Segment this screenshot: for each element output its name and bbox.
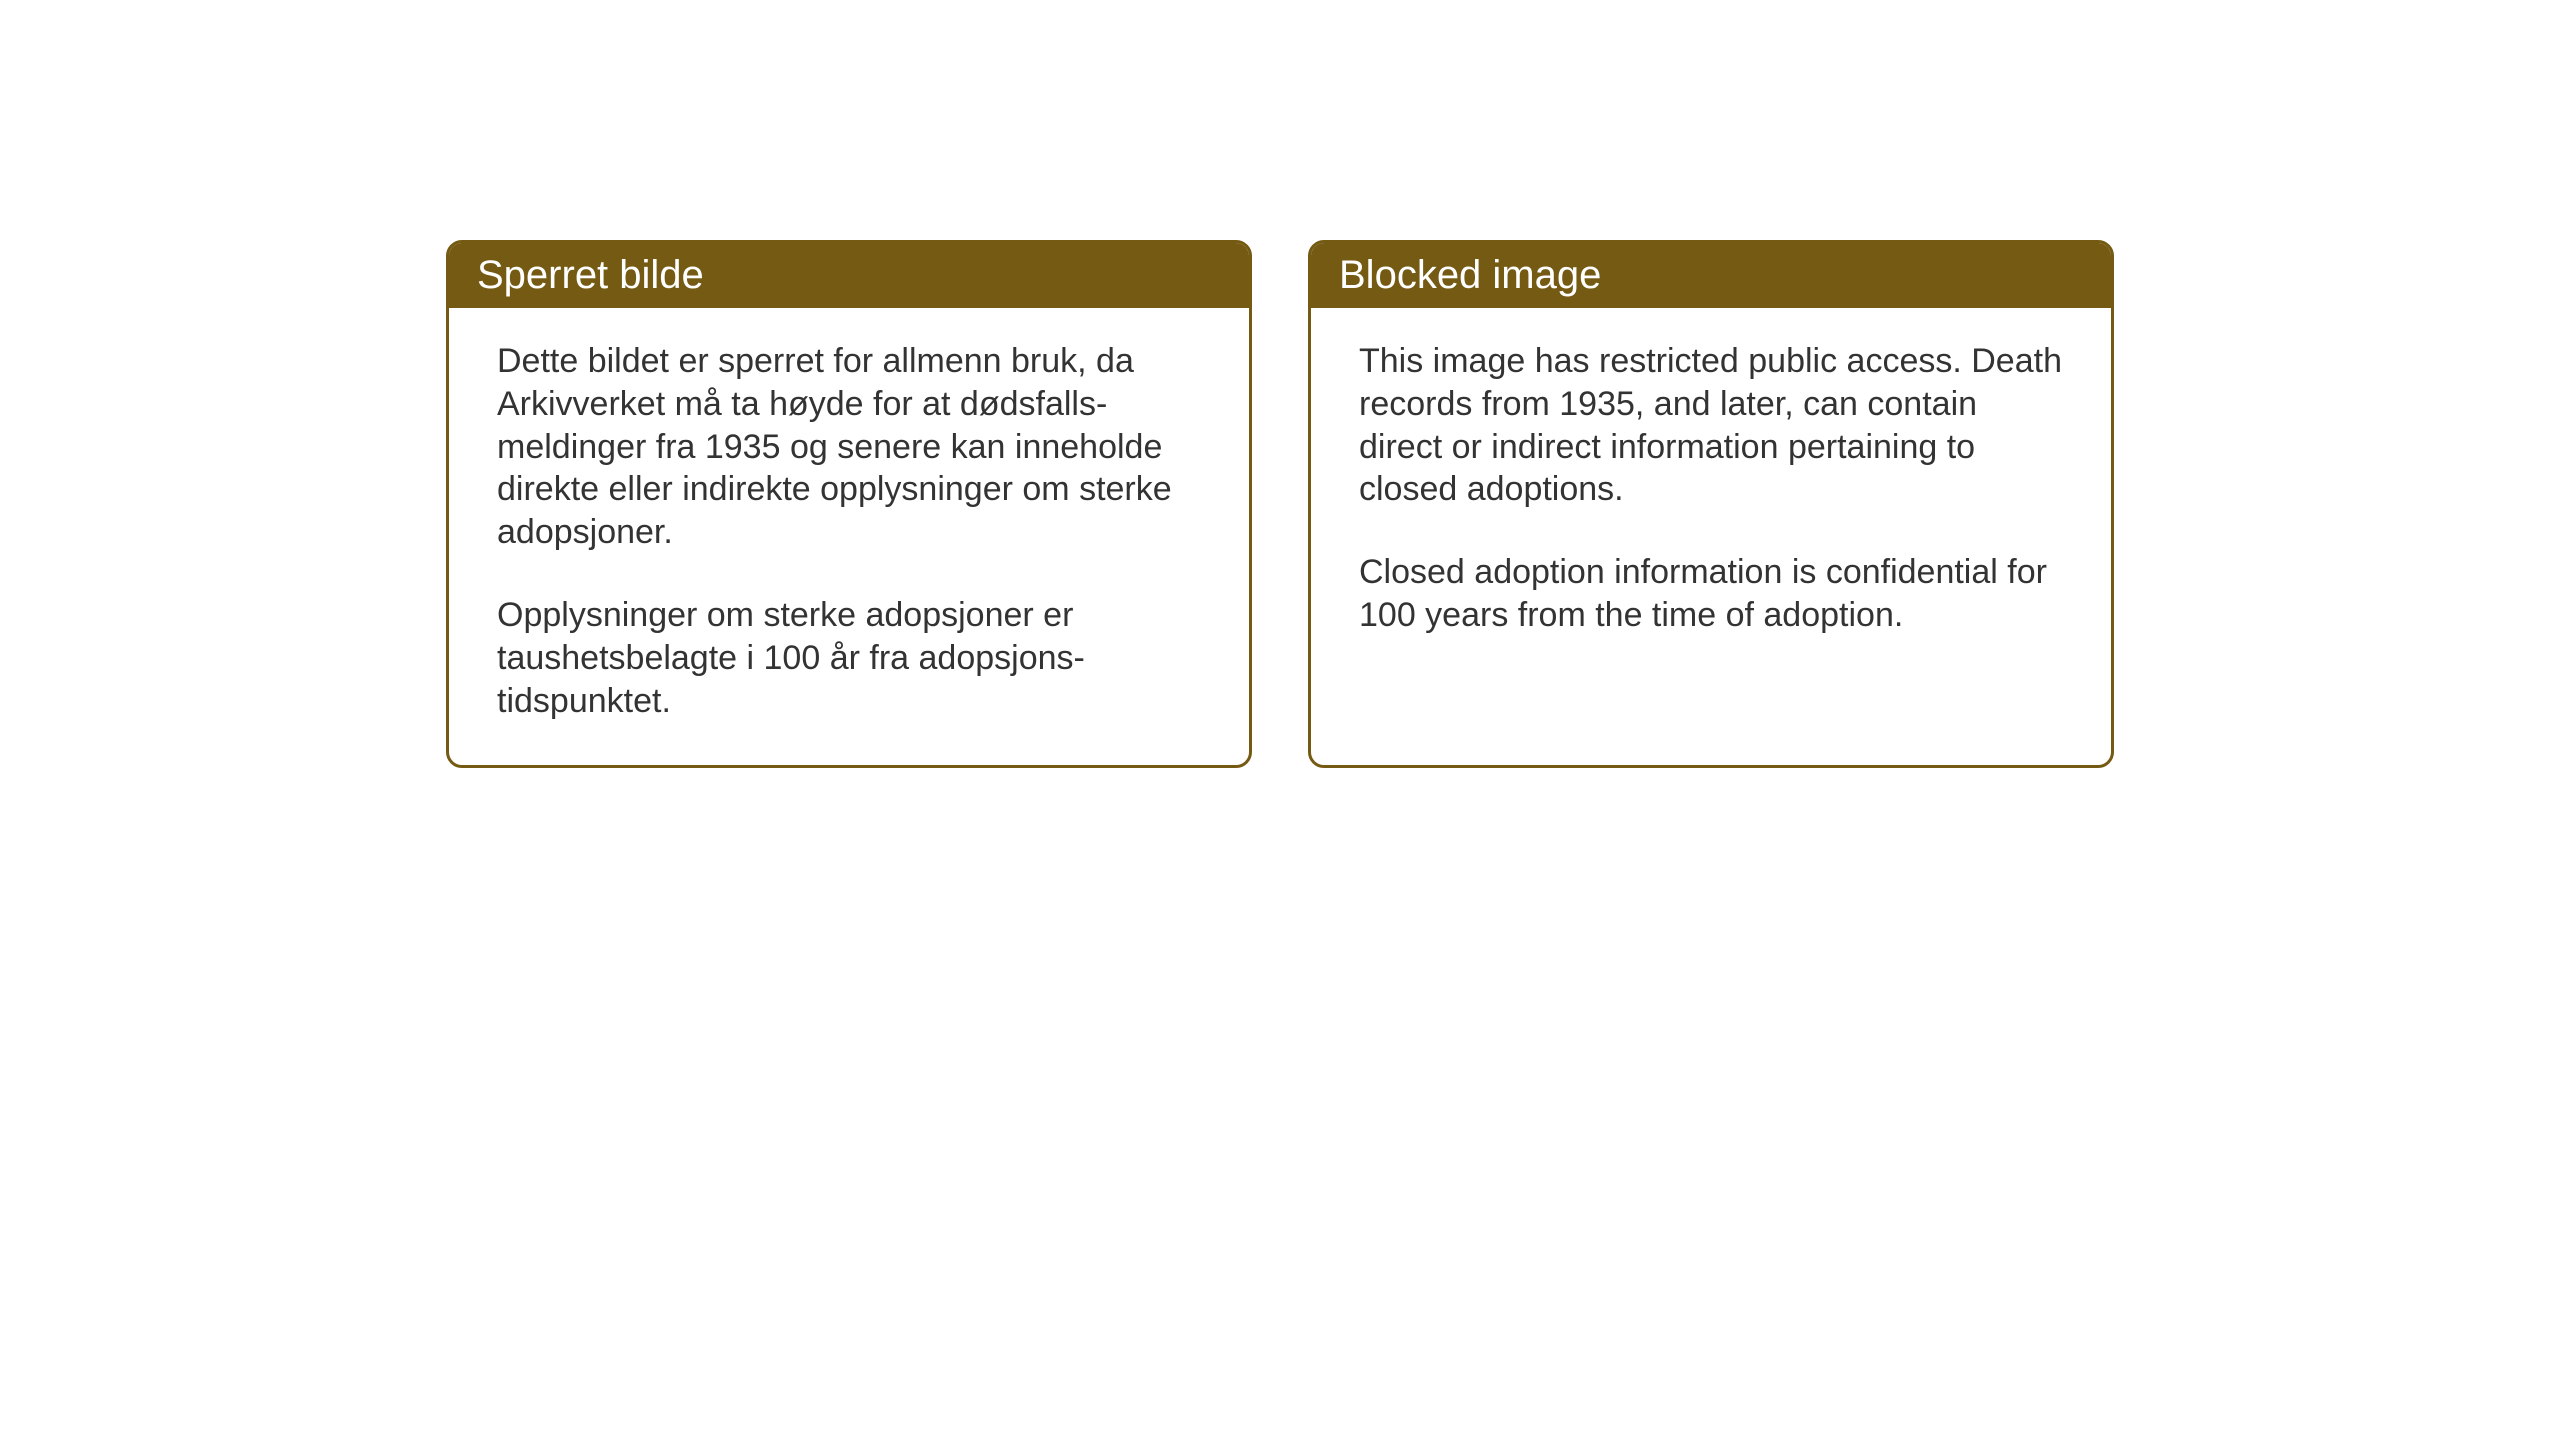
notice-card-norwegian: Sperret bilde Dette bildet er sperret fo… (446, 240, 1252, 768)
card-body-norwegian: Dette bildet er sperret for allmenn bruk… (449, 308, 1249, 765)
notice-card-english: Blocked image This image has restricted … (1308, 240, 2114, 768)
notice-container: Sperret bilde Dette bildet er sperret fo… (446, 240, 2114, 768)
card-paragraph-1-english: This image has restricted public access.… (1359, 340, 2063, 511)
card-paragraph-2-english: Closed adoption information is confident… (1359, 551, 2063, 637)
card-title-norwegian: Sperret bilde (477, 253, 704, 297)
card-header-norwegian: Sperret bilde (449, 243, 1249, 308)
card-paragraph-2-norwegian: Opplysninger om sterke adopsjoner er tau… (497, 594, 1201, 722)
card-header-english: Blocked image (1311, 243, 2111, 308)
card-title-english: Blocked image (1339, 253, 1601, 297)
card-body-english: This image has restricted public access.… (1311, 308, 2111, 752)
card-paragraph-1-norwegian: Dette bildet er sperret for allmenn bruk… (497, 340, 1201, 554)
